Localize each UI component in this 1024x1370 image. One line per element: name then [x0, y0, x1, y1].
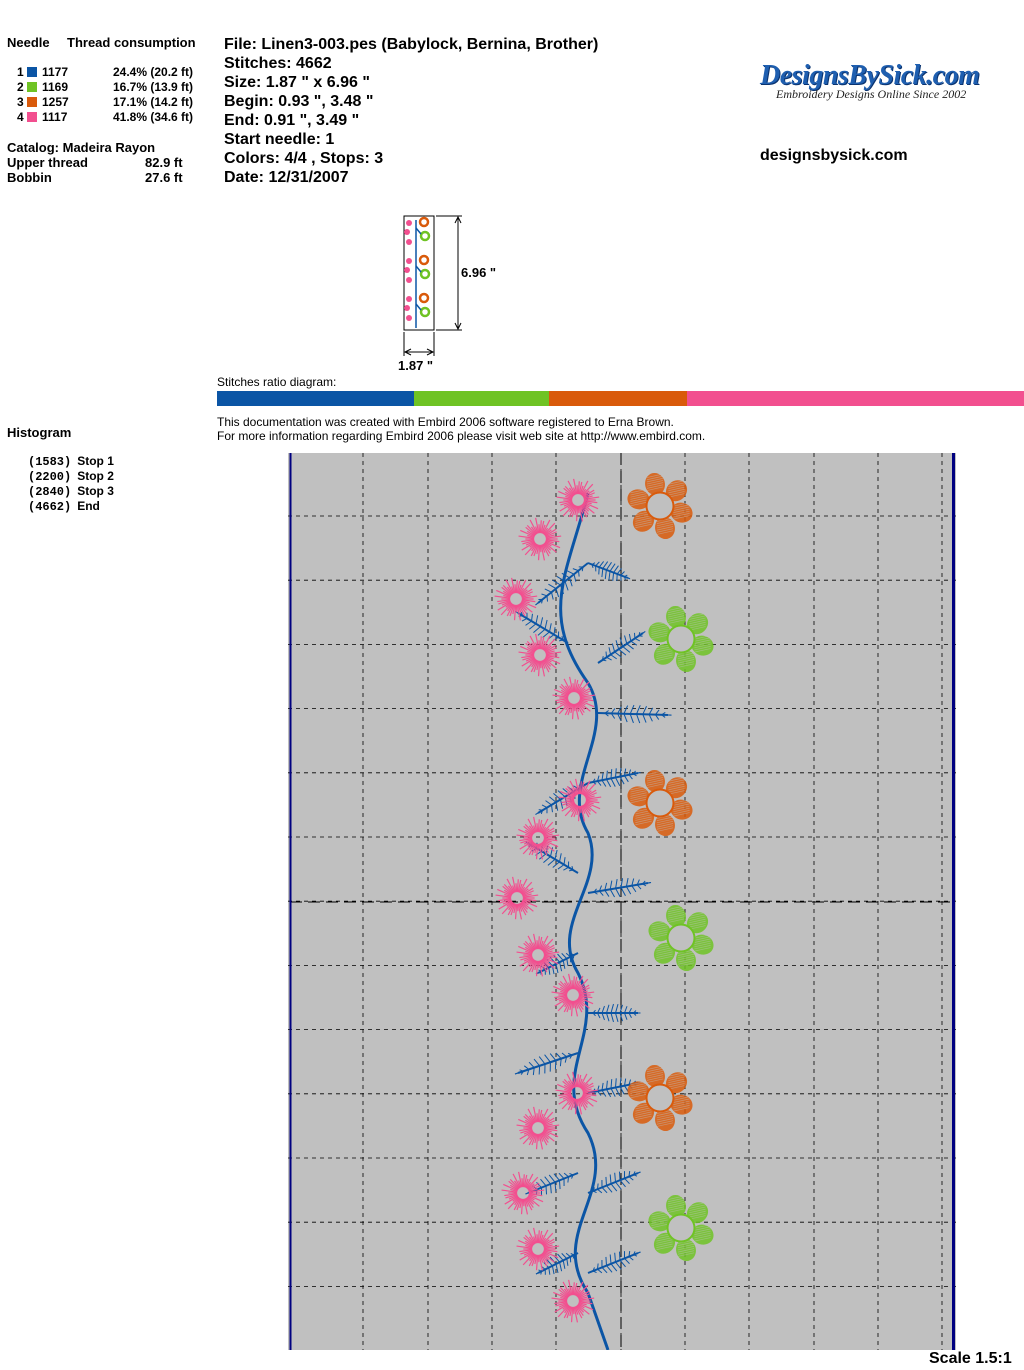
pink-flower	[551, 973, 595, 1017]
thread-percentage: 16.7% (13.9 ft)	[113, 80, 194, 94]
stop-label: Stop 1	[77, 454, 114, 468]
needle-number: 3	[17, 95, 24, 109]
thread-code: 1257	[42, 95, 69, 109]
canvas-left-border	[289, 453, 292, 1350]
thread-percentage: 24.4% (20.2 ft)	[113, 65, 194, 79]
stop-stitch-count: (2200)	[28, 470, 72, 484]
needle-number: 1	[17, 65, 24, 79]
thread-code: 1117	[42, 110, 68, 124]
thread-color-swatch	[27, 97, 37, 107]
pink-flower	[551, 1279, 595, 1323]
width-dimension-label: 1.87 "	[398, 358, 434, 373]
needle-header: Needle	[7, 35, 50, 50]
leaf	[587, 1251, 641, 1274]
stop-stitch-count: (1583)	[28, 455, 72, 469]
thread-color-swatch	[27, 112, 37, 122]
credits-line-1: This documentation was created with Embi…	[217, 415, 674, 429]
leaf	[588, 1003, 641, 1023]
ratio-segment	[686, 391, 1024, 406]
pink-flower	[516, 1227, 560, 1271]
pink-flower	[558, 778, 602, 822]
stop-stitch-count: (4662)	[28, 500, 72, 514]
histogram-row: (2840) Stop 3	[28, 484, 114, 499]
bobbin-label: Bobbin	[7, 170, 52, 185]
green-flower	[648, 904, 714, 972]
embroidery-artwork	[494, 472, 714, 1350]
leaf	[535, 562, 589, 606]
begin-position: Begin: 0.93 ", 3.48 "	[224, 93, 374, 110]
brand-tagline: Embroidery Designs Online Since 2002	[776, 87, 967, 101]
thread-color-swatch	[27, 82, 37, 92]
stop-label: Stop 2	[77, 469, 114, 483]
upper-thread-value: 82.9 ft	[145, 155, 183, 170]
histogram-row: (2200) Stop 2	[28, 469, 114, 484]
height-dimension-label: 6.96 "	[461, 265, 497, 280]
orange-flower	[627, 1064, 693, 1132]
website-link[interactable]: designsbysick.com	[760, 147, 908, 164]
pink-flower	[516, 816, 560, 860]
design-thumbnail	[403, 215, 462, 356]
leaf	[514, 1052, 579, 1076]
ratio-segment	[217, 391, 414, 406]
stop-label: Stop 3	[77, 484, 114, 498]
scale-label: Scale 1.5:1	[929, 1350, 1012, 1367]
start-needle: Start needle: 1	[224, 131, 335, 148]
histogram-row: (1583) Stop 1	[28, 454, 114, 469]
pink-flower	[516, 1106, 560, 1150]
catalog-label: Catalog: Madeira Rayon	[7, 140, 156, 155]
ratio-segment	[413, 391, 549, 406]
pink-flower	[518, 517, 562, 561]
thread-percentage: 41.8% (34.6 ft)	[113, 110, 194, 124]
credits-line-2: For more information regarding Embird 20…	[217, 429, 706, 443]
leaf	[597, 704, 672, 724]
needle-number: 2	[17, 80, 24, 94]
end-position: End: 0.91 ", 3.49 "	[224, 112, 360, 129]
design-size: Size: 1.87 " x 6.96 "	[224, 74, 370, 91]
leaf	[587, 768, 641, 788]
pink-flower	[518, 633, 562, 677]
pink-flower	[501, 1171, 545, 1215]
ratio-segment	[548, 391, 687, 406]
stop-stitch-count: (2840)	[28, 485, 72, 499]
stop-label: End	[77, 499, 100, 513]
colors-stops: Colors: 4/4 , Stops: 3	[224, 150, 384, 167]
file-name: File: Linen3-003.pes (Babylock, Bernina,…	[224, 36, 599, 53]
orange-flower	[627, 769, 693, 837]
pink-flower	[495, 876, 539, 920]
green-flower	[648, 1194, 714, 1262]
thumbnail-artwork	[404, 216, 431, 328]
leaf	[587, 877, 652, 898]
pink-flower	[555, 1071, 599, 1115]
thread-code: 1169	[42, 80, 69, 94]
pink-flower	[552, 676, 596, 720]
canvas-right-border	[952, 453, 955, 1350]
vine-stem	[559, 492, 610, 1350]
thread-color-swatch	[27, 67, 37, 77]
thread-code: 1177	[42, 65, 69, 79]
green-flower	[648, 605, 714, 673]
leaf	[525, 1172, 579, 1195]
pink-flower	[516, 933, 560, 977]
leaf	[535, 1252, 579, 1275]
pink-flower	[494, 577, 538, 621]
bobbin-value: 27.6 ft	[145, 170, 183, 185]
ratio-diagram-label: Stitches ratio diagram:	[217, 375, 337, 389]
leaf	[597, 631, 646, 664]
upper-thread-label: Upper thread	[7, 155, 88, 170]
brand-logo: DesignsBySick.com	[760, 60, 980, 91]
leaf	[587, 1171, 641, 1194]
thread-consumption-header: Thread consumption	[67, 35, 196, 50]
pink-flower	[556, 478, 600, 522]
thread-percentage: 17.1% (14.2 ft)	[113, 95, 194, 109]
leaf	[587, 561, 631, 582]
orange-flower	[627, 472, 693, 540]
stitch-ratio-bar	[217, 391, 1024, 406]
design-date: Date: 12/31/2007	[224, 169, 349, 186]
needle-number: 4	[17, 110, 24, 124]
histogram-row: (4662) End	[28, 499, 100, 514]
histogram-title: Histogram	[7, 425, 72, 440]
stitch-count: Stitches: 4662	[224, 55, 332, 72]
design-preview-canvas	[288, 453, 956, 1350]
